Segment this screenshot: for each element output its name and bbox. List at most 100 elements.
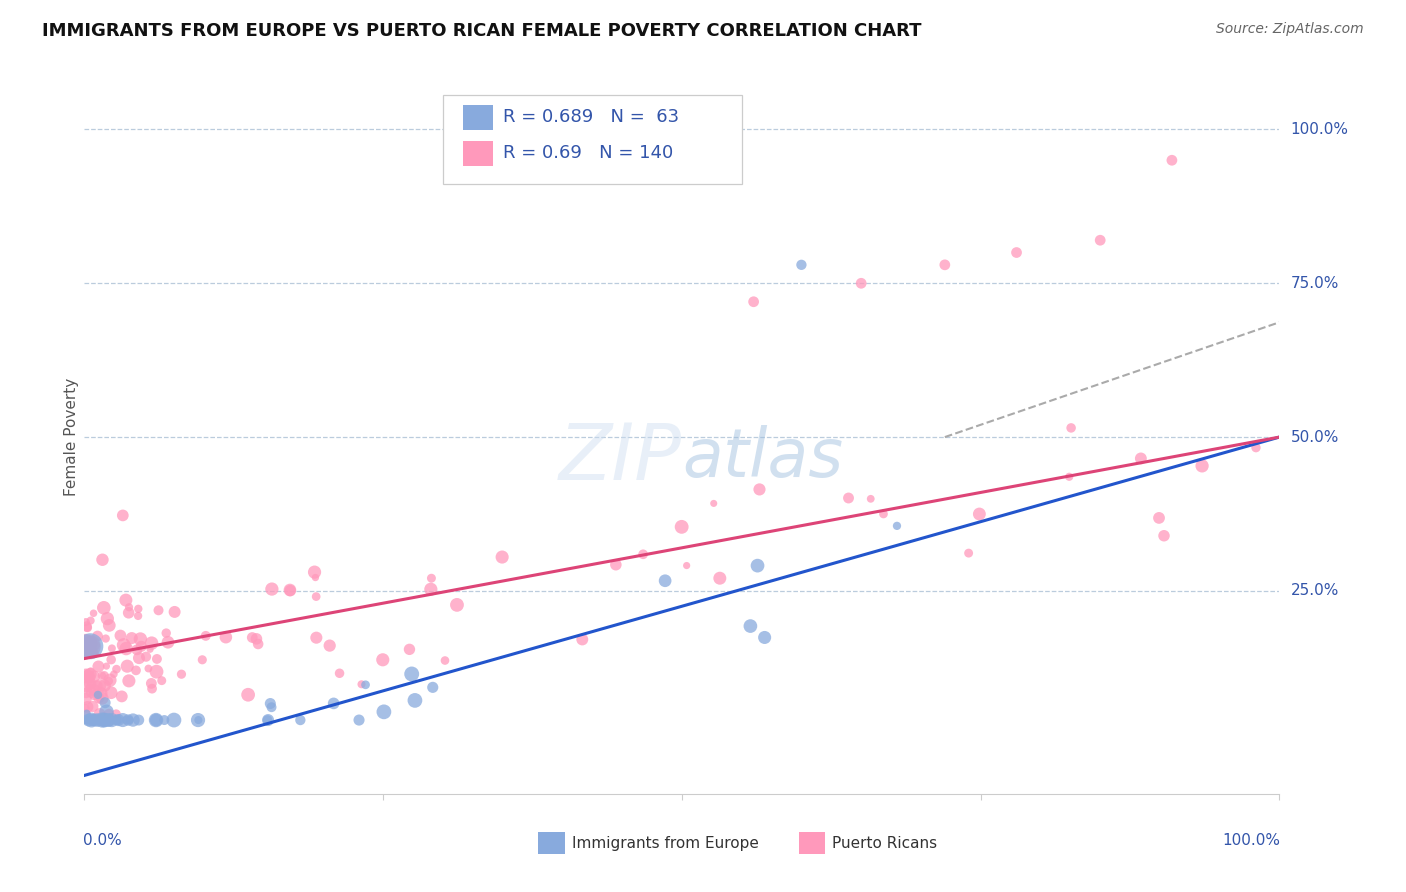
- Point: [145, 713, 167, 727]
- Point: [1129, 451, 1152, 466]
- Point: [304, 565, 326, 579]
- Point: [1153, 529, 1175, 543]
- Point: [93, 713, 115, 727]
- Point: [80, 713, 103, 727]
- Point: [75, 679, 97, 693]
- Point: [93, 679, 115, 693]
- Point: [322, 697, 344, 711]
- Point: [256, 713, 278, 727]
- Point: [83, 607, 105, 621]
- Point: [84, 713, 107, 727]
- Point: [1057, 470, 1080, 484]
- Point: [1244, 441, 1267, 455]
- Point: [93, 713, 115, 727]
- Point: [121, 631, 143, 645]
- Point: [654, 574, 676, 588]
- Point: [75, 692, 97, 706]
- Point: [79, 667, 101, 681]
- Point: [122, 713, 145, 727]
- Point: [129, 640, 152, 654]
- Point: [94, 696, 117, 710]
- Point: [117, 659, 139, 673]
- Point: [350, 677, 373, 691]
- Point: [91, 691, 114, 706]
- Point: [754, 631, 776, 645]
- Point: [318, 639, 340, 653]
- Text: 100.0%: 100.0%: [1223, 833, 1281, 848]
- Point: [257, 713, 280, 727]
- Point: [80, 685, 103, 699]
- Point: [76, 637, 98, 651]
- Point: [138, 661, 160, 675]
- Point: [94, 713, 117, 727]
- Point: [93, 600, 115, 615]
- Point: [371, 653, 394, 667]
- Point: [96, 659, 118, 673]
- Point: [75, 639, 97, 653]
- Point: [110, 628, 132, 642]
- Point: [91, 713, 114, 727]
- Point: [1147, 511, 1170, 525]
- Point: [105, 662, 128, 676]
- Point: [94, 632, 117, 646]
- Point: [125, 664, 148, 678]
- Point: [194, 629, 217, 643]
- Point: [969, 507, 991, 521]
- Point: [187, 713, 209, 727]
- Point: [747, 558, 769, 573]
- Text: ZIP: ZIP: [560, 420, 682, 497]
- Point: [1090, 233, 1112, 247]
- Text: Puerto Ricans: Puerto Ricans: [832, 836, 938, 851]
- Point: [934, 258, 956, 272]
- Point: [156, 635, 179, 649]
- Point: [76, 713, 98, 727]
- Point: [75, 633, 97, 648]
- Point: [420, 571, 443, 585]
- Point: [215, 630, 238, 644]
- Text: 100.0%: 100.0%: [1291, 122, 1348, 137]
- Point: [404, 693, 426, 707]
- Point: [605, 558, 627, 572]
- Point: [957, 546, 980, 560]
- Point: [87, 713, 110, 727]
- Text: 50.0%: 50.0%: [1291, 430, 1339, 444]
- Point: [87, 688, 110, 702]
- Point: [83, 669, 105, 683]
- Point: [305, 590, 328, 604]
- Point: [77, 713, 100, 727]
- Point: [304, 570, 326, 584]
- Point: [278, 583, 301, 598]
- Point: [100, 686, 122, 700]
- Point: [105, 713, 128, 727]
- FancyBboxPatch shape: [443, 95, 742, 184]
- FancyBboxPatch shape: [799, 832, 825, 854]
- Point: [1191, 458, 1213, 473]
- Point: [148, 603, 170, 617]
- Point: [115, 641, 138, 656]
- Point: [86, 679, 108, 693]
- Point: [163, 605, 186, 619]
- Point: [76, 672, 98, 686]
- Point: [83, 713, 105, 727]
- Point: [97, 673, 120, 688]
- Text: 0.0%: 0.0%: [83, 833, 122, 848]
- Point: [141, 636, 163, 650]
- Point: [127, 602, 149, 616]
- Point: [742, 294, 765, 309]
- Point: [748, 483, 770, 497]
- FancyBboxPatch shape: [538, 832, 565, 854]
- Point: [91, 713, 114, 727]
- Point: [79, 639, 101, 653]
- Point: [354, 678, 377, 692]
- Point: [86, 713, 108, 727]
- Point: [328, 666, 350, 681]
- Point: [150, 673, 173, 688]
- Point: [103, 667, 125, 681]
- Y-axis label: Female Poverty: Female Poverty: [63, 378, 79, 496]
- Point: [118, 600, 141, 615]
- Point: [671, 520, 693, 534]
- Point: [79, 636, 101, 650]
- Point: [260, 582, 283, 596]
- Point: [79, 645, 101, 659]
- Point: [398, 642, 420, 657]
